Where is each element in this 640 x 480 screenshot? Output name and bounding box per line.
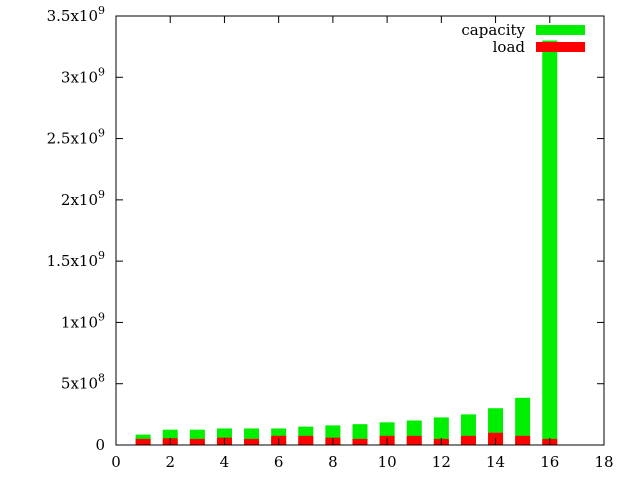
- bar-load-3: [189, 438, 205, 445]
- bar-capacity-16: [542, 40, 558, 446]
- bar-load-13: [460, 435, 476, 445]
- bars-layer: [135, 40, 558, 446]
- legend-label-load: load: [493, 38, 526, 56]
- x-tick-label: 10: [378, 453, 397, 471]
- legend-swatch-load: [536, 42, 585, 52]
- legend-swatch-capacity: [536, 25, 585, 35]
- y-tick-label: 5x108: [61, 372, 105, 393]
- x-tick-label: 4: [220, 453, 230, 471]
- x-tick-label: 0: [111, 453, 121, 471]
- bar-load-7: [298, 435, 314, 445]
- x-tick-label: 14: [486, 453, 505, 471]
- y-tick-label: 3.5x109: [47, 4, 105, 25]
- bar-load-5: [244, 438, 260, 445]
- x-tick-label: 8: [328, 453, 338, 471]
- bar-load-11: [406, 435, 422, 445]
- bar-capacity-15: [515, 397, 531, 445]
- legend-label-capacity: capacity: [461, 21, 525, 39]
- ticks-layer: 0 2 4 6 8 10 12 14 16 18 0 5x108 1x109 1.5x109 2x109 2.…: [47, 4, 614, 471]
- x-tick-label: 18: [594, 453, 613, 471]
- x-tick-label: 16: [540, 453, 559, 471]
- bar-capacity-12: [433, 417, 449, 445]
- plot-frame: [115, 15, 605, 446]
- y-tick-label: 2.5x109: [47, 127, 105, 148]
- bar-load-9: [352, 438, 368, 445]
- bar-load-1: [135, 438, 151, 445]
- y-tick-label: 1x109: [61, 310, 105, 331]
- y-tick-label: 1.5x109: [47, 249, 105, 270]
- x-tick-label: 12: [432, 453, 451, 471]
- bar-load-15: [515, 435, 531, 445]
- x-tick-label: 2: [165, 453, 175, 471]
- y-tick-label: 3x109: [61, 65, 105, 86]
- y-tick-label: 0: [95, 436, 105, 454]
- y-tick-label: 2x109: [61, 188, 105, 209]
- x-tick-label: 6: [274, 453, 284, 471]
